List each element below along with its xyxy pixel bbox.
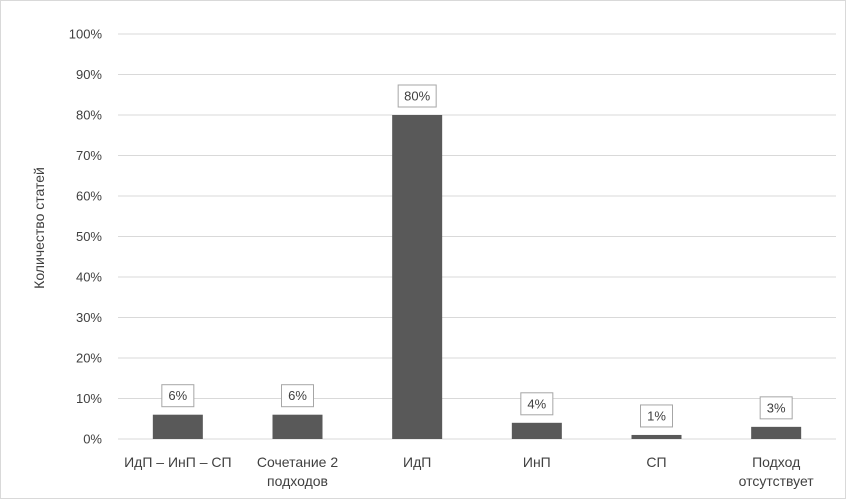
data-label-text: 80% <box>404 89 430 104</box>
data-label-box <box>759 396 793 420</box>
y-tick-label: 10% <box>76 391 102 406</box>
y-tick-label: 70% <box>76 148 102 163</box>
data-label: 6% <box>281 384 314 408</box>
x-tick-label: Подход отсутствует <box>739 454 815 489</box>
data-label-text: 4% <box>527 396 546 411</box>
y-axis-ticks: 0% 10% 20% 30% 40% 50% 60% 70% 80% 90% 100% <box>69 27 103 447</box>
bar <box>511 422 562 439</box>
data-label-text: 1% <box>647 408 666 423</box>
data-label-box <box>397 84 437 108</box>
bar <box>272 414 323 439</box>
data-labels: 6% 6% 80% 4% 1% 3% <box>161 84 793 428</box>
x-tick-label: Сочетание 2 подходов <box>257 454 338 489</box>
x-tick-label: СП <box>646 454 666 470</box>
data-label: 3% <box>759 396 793 420</box>
gridlines <box>118 33 836 440</box>
data-label-text: 6% <box>168 388 187 403</box>
x-tick-label: ИнП <box>523 454 551 470</box>
data-label-box <box>520 392 554 416</box>
data-label-box <box>161 384 195 408</box>
bar <box>631 434 682 439</box>
x-tick-label: ИдП <box>403 454 431 470</box>
x-axis-categories: ИдП – ИнП – СП Сочетание 2 подходов ИдП ИнП С… <box>124 454 814 489</box>
data-label-box <box>640 404 673 428</box>
y-tick-label: 100% <box>69 27 103 42</box>
x-tick-label: ИдП – ИнП – СП <box>124 454 231 470</box>
bar <box>392 115 443 439</box>
data-label-text: 3% <box>767 400 786 415</box>
y-axis-title: Количество статей <box>31 167 47 289</box>
y-tick-label: 20% <box>76 351 102 366</box>
y-tick-label: 40% <box>76 270 102 285</box>
data-label: 80% <box>397 84 437 108</box>
data-label-box <box>281 384 314 408</box>
y-tick-label: 30% <box>76 310 102 325</box>
bar <box>751 426 802 439</box>
data-label: 1% <box>640 404 673 428</box>
y-tick-label: 60% <box>76 189 102 204</box>
data-label-text: 6% <box>288 388 307 403</box>
bars <box>152 115 802 439</box>
data-label: 4% <box>520 392 554 416</box>
y-tick-label: 90% <box>76 67 102 82</box>
data-label: 6% <box>161 384 195 408</box>
y-tick-label: 50% <box>76 229 102 244</box>
y-tick-label: 0% <box>83 432 102 447</box>
bar <box>152 414 203 439</box>
y-tick-label: 80% <box>76 108 102 123</box>
